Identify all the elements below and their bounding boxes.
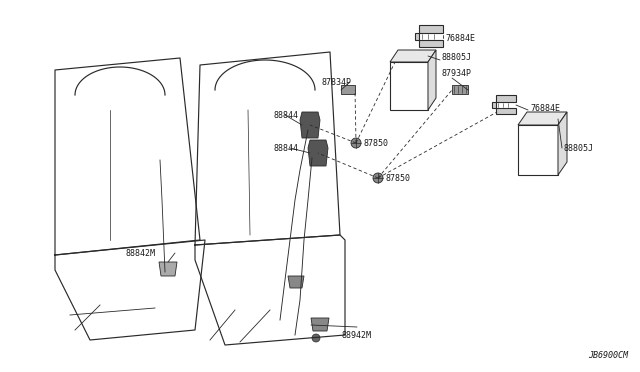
Polygon shape [415,25,443,47]
Polygon shape [311,318,329,331]
Text: 87934P: 87934P [441,68,471,77]
Text: 88805J: 88805J [563,144,593,153]
Text: 76884E: 76884E [445,33,475,42]
Polygon shape [428,50,436,110]
Circle shape [351,138,361,148]
Bar [518,125,558,175]
Polygon shape [452,85,468,94]
Bar [390,62,428,110]
Circle shape [312,334,320,342]
Text: JB6900CM: JB6900CM [588,351,628,360]
Text: 88805J: 88805J [441,52,471,61]
Text: 87834P: 87834P [321,77,351,87]
Polygon shape [308,140,328,166]
Polygon shape [300,112,320,138]
Polygon shape [492,95,516,114]
Text: 88842M: 88842M [125,248,155,257]
Polygon shape [159,262,177,276]
Text: 88844: 88844 [274,144,299,153]
Text: 87850: 87850 [385,173,410,183]
Polygon shape [341,85,355,94]
Text: 88844: 88844 [274,110,299,119]
Text: 87850: 87850 [363,138,388,148]
Polygon shape [518,112,567,125]
Text: 76884E: 76884E [530,103,560,112]
Polygon shape [558,112,567,175]
Polygon shape [390,50,436,62]
Polygon shape [288,276,304,288]
Circle shape [373,173,383,183]
Text: 88942M: 88942M [342,330,372,340]
